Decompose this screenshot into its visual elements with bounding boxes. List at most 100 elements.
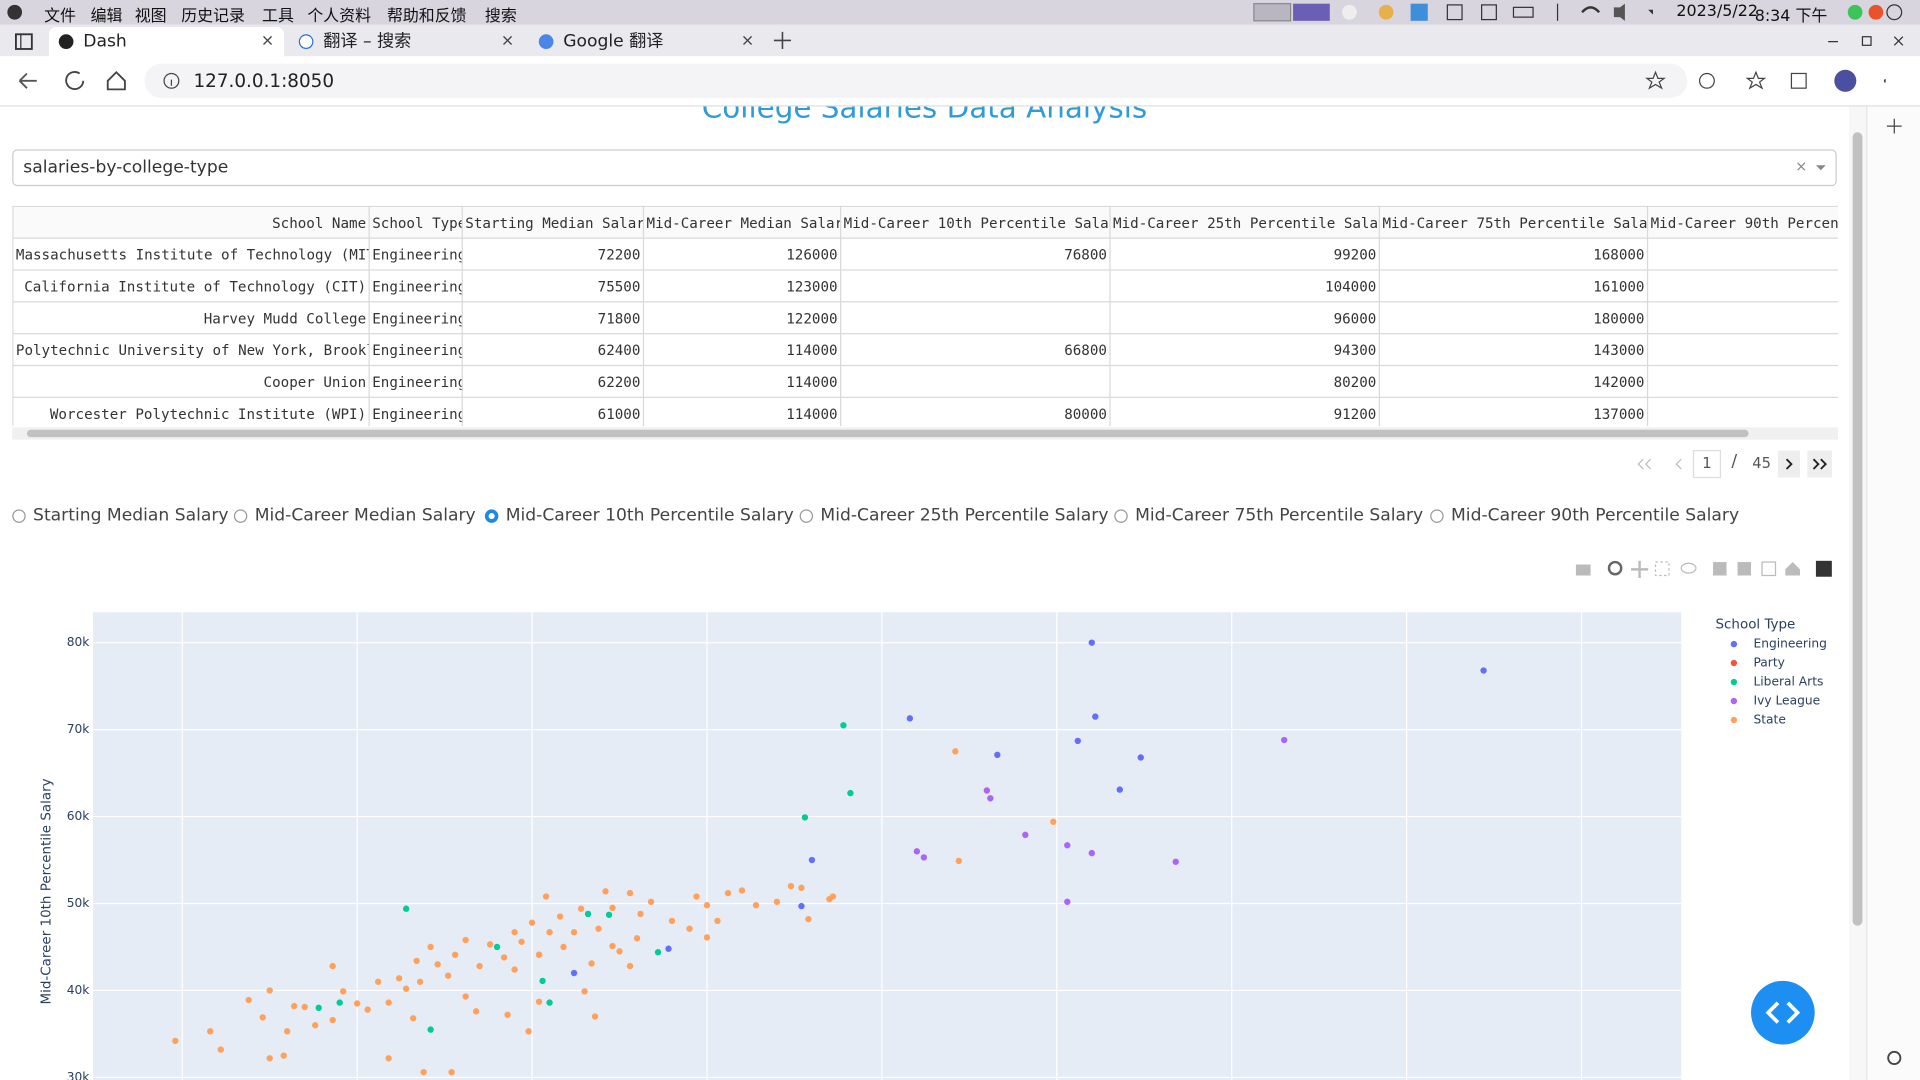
column-header[interactable]: Mid-Career 10th Percentile Salary xyxy=(839,205,1111,239)
status-icons xyxy=(1847,4,1903,21)
radio-button[interactable] xyxy=(12,509,26,523)
menu-item[interactable]: 个人资料 xyxy=(307,7,372,26)
radio-button[interactable] xyxy=(233,509,248,523)
table-cell xyxy=(839,269,1111,303)
table-cell: Engineering xyxy=(368,396,463,427)
info-icon[interactable] xyxy=(162,71,182,91)
side-icons[interactable] xyxy=(1867,107,1920,1080)
table-cell xyxy=(839,364,1111,398)
table-cell: 96000 xyxy=(1109,301,1381,335)
sidebar-toggle[interactable] xyxy=(12,29,36,53)
radio-label: Mid-Career Median Salary xyxy=(254,505,476,526)
tab[interactable]: Google 翻译 × xyxy=(529,27,764,56)
radio-button[interactable] xyxy=(1114,509,1128,523)
column-header[interactable]: School Name xyxy=(12,205,370,239)
table-cell: 75500 xyxy=(461,269,645,303)
column-header[interactable]: Starting Median Salary xyxy=(461,205,645,239)
toolbar-icons[interactable] xyxy=(1641,56,1886,105)
debug-button[interactable] xyxy=(1751,980,1815,1045)
tab-title: Google 翻译 xyxy=(563,31,664,52)
menu-item[interactable]: 文件 xyxy=(44,7,76,26)
tab-close[interactable]: × xyxy=(500,31,515,51)
tab-title: 翻译 – 搜索 xyxy=(323,31,412,52)
radio-option[interactable]: Mid-Career Median Salary xyxy=(233,505,476,526)
table-cell: 62200 xyxy=(461,364,645,398)
radio-option[interactable]: Starting Median Salary xyxy=(12,506,229,525)
page-title: College Salaries Data Analysis xyxy=(701,106,1148,125)
radio-option[interactable]: Mid-Career 90th Percentile Salary xyxy=(1430,506,1739,525)
table-cell: 71800 xyxy=(461,301,645,335)
table-cell: 76800 xyxy=(839,237,1111,271)
url-text: 127.0.0.1:8050 xyxy=(193,69,335,92)
tray-icons xyxy=(1253,3,1654,22)
tab-close[interactable]: × xyxy=(260,31,275,51)
radio-button[interactable] xyxy=(484,509,499,523)
os-logo[interactable] xyxy=(5,2,25,22)
table-cell: 80200 xyxy=(1109,364,1381,398)
url-field[interactable]: 127.0.0.1:8050 xyxy=(144,63,1688,98)
dropdown-controls[interactable] xyxy=(1794,151,1831,185)
table-cell: 99200 xyxy=(1109,237,1381,271)
dropdown[interactable]: salaries-by-college-type xyxy=(12,149,1837,187)
table-cell: 114000 xyxy=(642,333,842,367)
table-cell: 66800 xyxy=(839,333,1111,367)
menubar: 文件 编辑 视图 历史记录 工具 个人资料 帮助和反馈 搜索 2023/5/22 8:34 下… xyxy=(0,0,1920,26)
data-table: School Name School Type Starting Median Sa… xyxy=(12,205,1838,427)
scroll-thumb[interactable] xyxy=(26,429,1749,438)
radio-button[interactable] xyxy=(799,509,814,523)
column-header[interactable]: School Type xyxy=(368,205,463,239)
table-cell: Engineering xyxy=(368,269,463,303)
table-cell: Engineering xyxy=(368,301,463,335)
address-bar: 127.0.0.1:8050 xyxy=(0,56,1920,107)
page-buttons[interactable] xyxy=(1629,448,1849,480)
menu-item[interactable]: 搜索 xyxy=(484,7,517,26)
table-cell: 180000 xyxy=(1378,301,1649,335)
window-controls[interactable] xyxy=(1818,29,1916,53)
menu-item[interactable]: 工具 xyxy=(262,7,294,26)
table-cell: Cooper Union xyxy=(12,364,370,398)
tab-bar: Dash × 翻译 – 搜索 × Google 翻译 × xyxy=(0,24,1920,57)
menu-item[interactable]: 帮助和反馈 xyxy=(386,7,467,26)
column-header[interactable]: Mid-Career 90th Percentile Salary xyxy=(1646,205,1838,239)
nav-buttons[interactable] xyxy=(10,56,145,105)
table-cell xyxy=(1646,364,1838,398)
tab[interactable]: 翻译 – 搜索 × xyxy=(289,27,524,56)
table-cell: 142000 xyxy=(1378,364,1649,398)
table-cell: 72200 xyxy=(461,237,645,271)
table-cell: Worcester Polytechnic Institute (WPI) xyxy=(12,396,370,427)
tab[interactable]: Dash × xyxy=(48,26,285,57)
total-pages: 45 xyxy=(1752,454,1771,472)
column-header[interactable]: Mid-Career 75th Percentile Salary xyxy=(1378,205,1649,239)
menu-item[interactable]: 编辑 xyxy=(90,7,123,26)
table-cell: 123000 xyxy=(642,269,842,303)
scroll-thumb[interactable] xyxy=(1852,132,1863,926)
menu-item[interactable]: 视图 xyxy=(134,7,167,26)
radio-button[interactable] xyxy=(1430,509,1444,523)
table-cell: 122000 xyxy=(642,301,842,335)
table-cell: Engineering xyxy=(368,333,463,367)
column-header[interactable]: Mid-Career 25th Percentile Salary xyxy=(1109,205,1381,239)
column-header[interactable]: Mid-Career Median Salary xyxy=(642,205,842,239)
radio-option[interactable]: Mid-Career 75th Percentile Salary xyxy=(1114,505,1424,526)
clock-time: 8:34 下午 xyxy=(1754,7,1828,26)
table-cell xyxy=(839,301,1111,335)
radio-option[interactable]: Mid-Career 25th Percentile Salary xyxy=(799,505,1109,526)
table-cell: Harvey Mudd College xyxy=(12,301,370,335)
page-content: College Salaries Data Analysis salaries-… xyxy=(0,106,1849,1080)
table-cell: California Institute of Technology (CIT) xyxy=(12,269,370,303)
menu-item[interactable]: 历史记录 xyxy=(181,7,245,26)
radio-label: Mid-Career 25th Percentile Salary xyxy=(820,505,1109,526)
current-page[interactable]: 1 xyxy=(1702,454,1712,472)
horizontal-scrollbar[interactable] xyxy=(12,427,1838,440)
tab-icon xyxy=(538,34,554,49)
modebar[interactable] xyxy=(1571,557,1840,581)
new-tab[interactable] xyxy=(770,28,794,52)
radio-label: Mid-Career 75th Percentile Salary xyxy=(1135,505,1424,526)
tab-close[interactable]: × xyxy=(740,31,755,51)
vertical-scrollbar[interactable] xyxy=(1848,106,1867,1080)
dropdown-value: salaries-by-college-type xyxy=(23,157,229,178)
radio-option[interactable]: Mid-Career 10th Percentile Salary xyxy=(484,506,794,525)
clock-date: 2023/5/22 xyxy=(1676,2,1758,21)
table-cell: 80000 xyxy=(839,396,1111,427)
